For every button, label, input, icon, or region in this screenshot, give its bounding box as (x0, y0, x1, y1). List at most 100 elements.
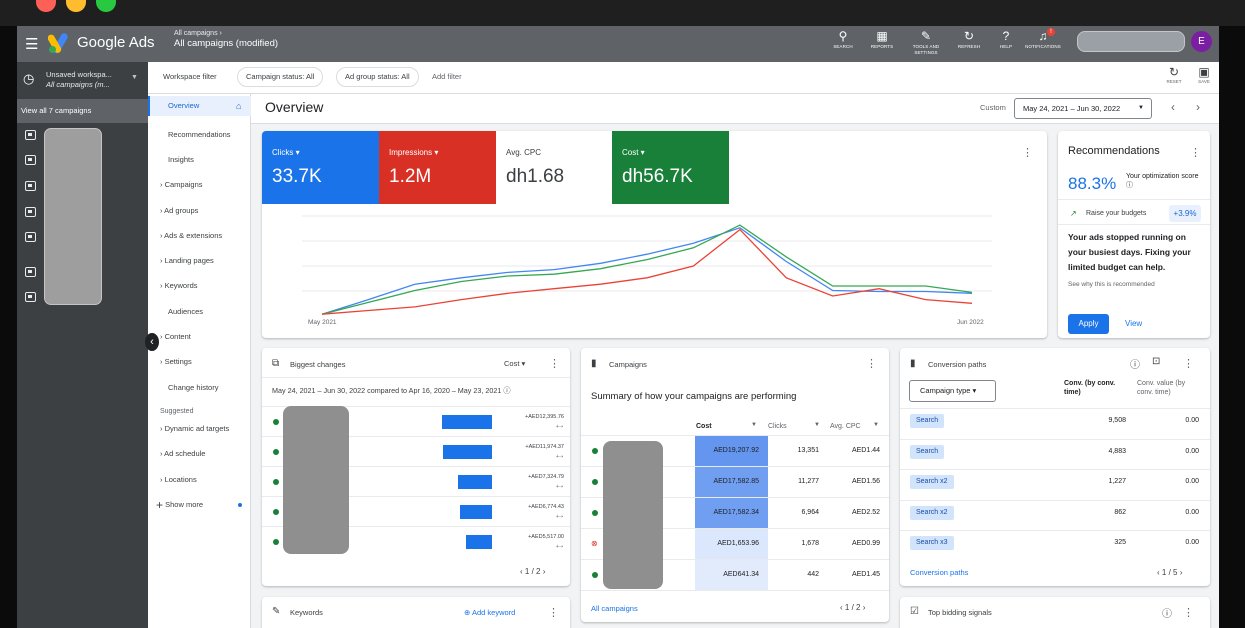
table-row[interactable]: +AED11,974.37 +⇢ (262, 436, 570, 466)
campaign-type-selector[interactable]: Campaign type ▾ (909, 380, 996, 402)
more-options-icon[interactable]: ⋮ (1190, 147, 1201, 159)
nav-item-settings[interactable]: › Settings (160, 357, 192, 366)
nav-item-ad-groups[interactable]: › Ad groups (160, 206, 199, 215)
nav-item-insights[interactable]: Insights (168, 155, 194, 164)
cost-metric-tile[interactable]: Cost ▾ dh56.7K (612, 131, 729, 204)
table-row[interactable]: +AED7,324.79 +⇢ (262, 466, 570, 496)
reset-button[interactable]: ↻ RESET (1160, 65, 1188, 84)
status-dot (273, 509, 279, 515)
status-dot (273, 539, 279, 545)
nav-item-campaigns[interactable]: › Campaigns (160, 180, 203, 189)
breadcrumb[interactable]: All campaigns › All campaigns (modified) (174, 30, 279, 49)
campaign-status-filter[interactable]: Campaign status: All (237, 67, 324, 87)
next-period-button[interactable]: › (1196, 100, 1200, 114)
search-campaign-icon[interactable] (25, 155, 36, 165)
help-icon[interactable]: ⓘ (1162, 609, 1172, 620)
table-row[interactable]: +AED5,517.00 +⇢ (262, 526, 570, 556)
path-chip: Search x3 (910, 536, 954, 550)
metric-selector[interactable]: Cost ▾ (504, 359, 526, 368)
avg-cpc-metric-tile[interactable]: Avg. CPC dh1.68 (496, 131, 613, 204)
previous-period-button[interactable]: ‹ (1171, 100, 1175, 114)
clicks-value: 11,277 (798, 478, 819, 485)
table-row[interactable]: +AED12,395.76 +⇢ (262, 406, 570, 436)
reports-button[interactable]: ▦ REPORTS (862, 29, 902, 50)
view-all-campaigns[interactable]: View all 7 campaigns (17, 99, 148, 123)
nav-item-change-history[interactable]: Change history (168, 383, 219, 392)
more-options-icon[interactable]: ⋮ (1183, 358, 1194, 370)
sort-down-icon: ▼ (873, 422, 879, 428)
cost-value: AED1,653.96 (717, 540, 759, 547)
search-campaign-icon[interactable] (25, 267, 36, 277)
all-campaigns-link[interactable]: All campaigns (591, 604, 638, 613)
notifications-button[interactable]: ♫ ! NOTIFICATIONS (1023, 28, 1063, 50)
recommendation-text: Your ads stopped running on your busiest… (1068, 232, 1191, 272)
nav-item-dynamic-ad-targets[interactable]: › Dynamic ad targets (160, 424, 230, 433)
nav-item-content[interactable]: › Content (160, 332, 191, 341)
minimize-window-button[interactable] (66, 0, 86, 12)
table-divider (900, 408, 1210, 409)
close-window-button[interactable] (36, 0, 56, 12)
why-recommended-link[interactable]: See why this is recommended (1068, 281, 1155, 288)
nav-item-recommendations[interactable]: Recommendations (168, 130, 231, 139)
more-options-icon[interactable]: ⋮ (1022, 147, 1033, 159)
search-campaign-icon[interactable] (25, 292, 36, 302)
impressions-metric-tile[interactable]: Impressions ▾ 1.2M (379, 131, 496, 204)
help-icon[interactable]: ⓘ (1130, 360, 1140, 371)
collapse-panel-button[interactable]: ‹ (145, 333, 159, 351)
apply-button[interactable]: Apply (1068, 314, 1109, 334)
table-row[interactable]: +AED6,774.43 +⇢ (262, 496, 570, 526)
clicks-metric-tile[interactable]: Clicks ▾ 33.7K (262, 131, 379, 204)
pagination[interactable]: ‹ 1 / 2 › (520, 567, 546, 576)
header-search-button[interactable]: ⚲ SEARCH (823, 29, 863, 50)
col-conversion-value[interactable]: Conv. value (by conv. time) (1137, 380, 1186, 396)
help-icon[interactable]: ⓘ (503, 386, 511, 395)
series-line-2 (321, 228, 973, 315)
save-button[interactable]: ▣ SAVE (1190, 65, 1218, 84)
expand-icon[interactable]: ⊡ (1152, 356, 1161, 367)
avatar[interactable]: E (1191, 31, 1212, 52)
pagination[interactable]: ‹ 1 / 2 › (840, 603, 866, 612)
search-campaign-icon[interactable] (25, 207, 36, 217)
nav-item-keywords[interactable]: › Keywords (160, 281, 198, 290)
top-bidding-signals-card: ☑ Top bidding signals ⓘ ⋮ (900, 597, 1210, 628)
more-options-icon[interactable]: ⋮ (548, 607, 559, 619)
help-icon[interactable]: ⓘ (1126, 182, 1133, 189)
search-campaign-icon[interactable] (25, 232, 36, 242)
campaign-search-icon[interactable] (25, 130, 36, 140)
conversion-paths-link[interactable]: Conversion paths (910, 568, 969, 577)
ad-group-status-filter[interactable]: Ad group status: All (336, 67, 419, 87)
date-range-selector[interactable]: May 24, 2021 – Jun 30, 2022 ▼ (1014, 98, 1152, 119)
more-options-icon[interactable]: ⋮ (549, 358, 560, 370)
nav-item-ads-extensions[interactable]: › Ads & extensions (160, 231, 223, 240)
pagination[interactable]: ‹ 1 / 5 › (1157, 568, 1183, 577)
add-keyword-button[interactable]: ⊕ Add keyword (464, 608, 516, 617)
nav-item-locations[interactable]: › Locations (160, 475, 197, 484)
nav-item-landing-pages[interactable]: › Landing pages (160, 256, 214, 265)
change-bar (466, 535, 492, 549)
search-campaign-icon[interactable] (25, 181, 36, 191)
menu-icon[interactable]: ☰ (25, 36, 39, 53)
suggested-label: Suggested (160, 408, 194, 415)
add-filter-button[interactable]: Add filter (432, 72, 462, 81)
col-conversions[interactable]: Conv. (by conv. time) (1064, 380, 1116, 396)
more-options-icon[interactable]: ⋮ (866, 358, 877, 370)
nav-item-audiences[interactable]: Audiences (168, 307, 204, 316)
more-options-icon[interactable]: ⋮ (1183, 607, 1194, 619)
workspace-selector[interactable]: ◷ Unsaved workspa... All campaigns (m...… (17, 62, 148, 97)
col-cost[interactable]: Cost (696, 423, 712, 430)
help-button[interactable]: ? HELP (986, 29, 1026, 50)
status-dot (592, 572, 598, 578)
view-button[interactable]: View (1125, 319, 1143, 328)
clicks-value: 442 (807, 571, 819, 578)
tools-settings-button[interactable]: ✎ TOOLS AND SETTINGS (906, 29, 946, 56)
col-clicks[interactable]: Clicks (768, 423, 787, 430)
cost-heat-cell (695, 436, 768, 467)
bar-chart-icon: ▮ (910, 358, 916, 369)
nav-item-ad-schedule[interactable]: › Ad schedule (160, 449, 206, 458)
nav-item-overview[interactable]: Overview ⌂ (148, 96, 251, 116)
show-more-button[interactable]: + Show more (148, 495, 251, 515)
col-avg-cpc[interactable]: Avg. CPC (830, 423, 861, 430)
maximize-window-button[interactable] (96, 0, 116, 12)
account-search-field[interactable] (1077, 31, 1185, 52)
refresh-button[interactable]: ↻ REFRESH (949, 29, 989, 50)
